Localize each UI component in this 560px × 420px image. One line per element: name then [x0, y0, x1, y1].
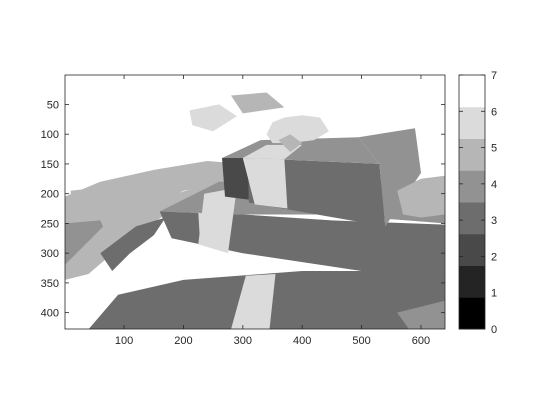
- region-small-box-right: [358, 128, 421, 227]
- colorbar-tick-label: 6: [491, 106, 497, 118]
- colorbar-frame: [458, 74, 486, 330]
- colorbar-tick-label: 0: [491, 324, 497, 336]
- region-wrap-top-right: [231, 92, 285, 114]
- region-middle-box-ribbon-front: [198, 212, 221, 246]
- x-tick-label: 500: [352, 335, 370, 347]
- y-tick-label: 250: [41, 218, 59, 230]
- colorbar: 0 1 2 3 4 5 6 7: [458, 70, 497, 336]
- colorbar-tick-label: 7: [491, 70, 497, 82]
- region-wrap-sheet: [65, 161, 243, 239]
- region-bottom-box-ribbon: [231, 274, 276, 329]
- x-tick-label: 600: [412, 335, 430, 347]
- region-lower-right-cloth: [397, 300, 445, 329]
- y-tick-label: 350: [41, 278, 59, 290]
- x-axis: 100 200 300 400 500 600: [115, 75, 430, 347]
- region-small-box-ribbon-v: [242, 158, 288, 209]
- colorbar-tick-label: 3: [491, 215, 497, 227]
- colorbar-tick-label: 4: [491, 179, 497, 191]
- region-bow-shadow: [278, 134, 303, 152]
- y-tick-label: 150: [41, 159, 59, 171]
- y-tick-label: 50: [47, 99, 59, 111]
- colorbar-band: [459, 170, 485, 203]
- heatmap-image: [65, 75, 445, 329]
- colorbar-band: [459, 106, 485, 139]
- y-tick-label: 400: [41, 308, 59, 320]
- y-tick-label: 300: [41, 248, 59, 260]
- y-tick-label: 100: [41, 129, 59, 141]
- region-wrap-top-left: [189, 104, 237, 132]
- region-right-cloth: [397, 175, 445, 218]
- y-axis: 50 100 150 200 250 300 350 400: [41, 99, 445, 320]
- colorbar-tick-label: 2: [491, 251, 497, 263]
- x-tick-label: 400: [293, 335, 311, 347]
- x-tick-label: 200: [174, 335, 192, 347]
- colorbar-band: [459, 202, 485, 235]
- colorbar-band: [459, 75, 485, 108]
- colorbar-tick-label: 5: [491, 143, 497, 155]
- colorbar-band: [459, 265, 485, 298]
- x-tick-label: 100: [115, 335, 133, 347]
- region-ribbon-wave-shadow: [100, 217, 166, 271]
- x-tick-label: 300: [234, 335, 252, 347]
- colorbar-band: [459, 297, 485, 330]
- colorbar-tick-label: 1: [491, 288, 497, 300]
- plot-frame: [64, 74, 446, 330]
- colorbar-band: [459, 138, 485, 171]
- colorbar-band: [459, 233, 485, 266]
- region-bow: [266, 115, 329, 144]
- region-small-box-left: [222, 158, 249, 200]
- y-tick-label: 200: [41, 189, 59, 201]
